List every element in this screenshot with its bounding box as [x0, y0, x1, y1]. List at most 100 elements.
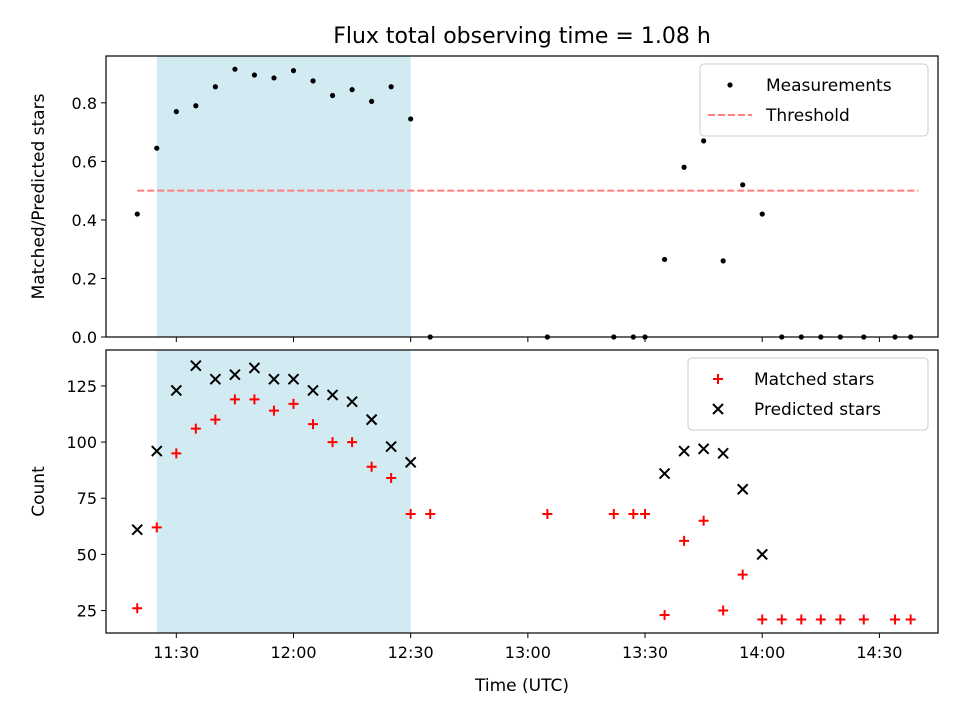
legend: Measurements Threshold [699, 63, 929, 137]
data-point [679, 535, 690, 546]
legend-box [687, 357, 929, 431]
data-point [134, 211, 140, 217]
data-point [756, 548, 768, 561]
y-tick-label: 125 [66, 377, 97, 396]
data-point [386, 473, 397, 484]
data-point [366, 461, 377, 472]
data-point [905, 614, 916, 625]
data-point [736, 483, 749, 495]
y-axis-label: Matched/Predicted stars [29, 93, 49, 299]
data-point [697, 443, 710, 455]
data-point [190, 360, 202, 372]
data-point [369, 98, 375, 104]
legend-label: Matched stars [754, 370, 874, 390]
data-point [268, 405, 279, 416]
data-point [288, 398, 299, 409]
data-point [349, 87, 355, 93]
legend-label: Predicted stars [754, 400, 881, 420]
data-point [346, 395, 358, 408]
data-point [815, 614, 826, 625]
data-point [307, 384, 319, 397]
data-point [209, 373, 222, 385]
chart-title: Flux total observing time = 1.08 h [333, 24, 711, 49]
data-point [757, 614, 768, 625]
data-point [287, 373, 300, 385]
x-tick-label: 14:00 [739, 643, 785, 662]
y-tick-label: 0.8 [72, 94, 97, 113]
data-point [308, 419, 319, 430]
x-tick-label: 12:30 [388, 643, 434, 662]
data-point [858, 614, 869, 625]
y-tick-label: 100 [66, 433, 97, 452]
y-tick-label: 0.0 [72, 328, 97, 347]
data-point [890, 614, 901, 625]
data-point [628, 508, 639, 519]
data-point [681, 164, 687, 170]
data-point [425, 508, 436, 519]
data-point [365, 413, 378, 426]
data-point [835, 614, 846, 625]
data-point [329, 92, 336, 99]
legend-label: Threshold [765, 106, 850, 126]
data-point [154, 145, 160, 151]
data-point [385, 440, 397, 453]
data-point [327, 437, 338, 448]
x-tick-label: 13:30 [622, 643, 668, 662]
data-point [229, 394, 240, 405]
data-point [640, 508, 651, 519]
data-point [759, 211, 765, 217]
data-point [249, 394, 260, 405]
series-predicted-stars [131, 360, 768, 561]
data-point [542, 508, 553, 519]
axes-frame [105, 55, 939, 338]
legend: Matched stars Predicted stars [687, 357, 929, 431]
axes-frame [105, 349, 939, 634]
data-point [190, 423, 201, 434]
data-point [659, 610, 670, 621]
legend-swatch [727, 82, 733, 88]
x-tick-label: 14:30 [856, 643, 902, 662]
data-point [796, 614, 807, 625]
y-tick-label: 0.6 [72, 152, 97, 171]
legend-swatch [712, 403, 724, 415]
data-point [132, 603, 143, 614]
data-point [290, 68, 297, 74]
observing-span-shade [156, 350, 411, 633]
data-point [737, 569, 748, 580]
data-point [701, 138, 707, 144]
data-point [404, 456, 417, 469]
top-panel: 0.0 0.2 0.4 0.6 0.8 Matched/Predicted stars Me… [29, 55, 939, 347]
data-point [661, 256, 668, 263]
data-point [718, 605, 729, 616]
legend-swatch [713, 374, 723, 384]
x-tick-label: 13:00 [505, 643, 551, 662]
data-point [310, 78, 316, 84]
data-point [173, 109, 179, 115]
data-point [170, 384, 183, 397]
observing-span-shade [156, 56, 411, 337]
data-point [212, 84, 218, 90]
data-point [229, 368, 241, 381]
y-tick-label: 25 [77, 602, 97, 621]
x-axis-label: Time (UTC) [474, 676, 569, 696]
data-point [251, 72, 258, 78]
data-point [776, 614, 787, 625]
x-tick-label: 11:30 [153, 643, 199, 662]
x-tick-label: 12:00 [270, 643, 316, 662]
data-point [405, 508, 416, 519]
data-point [698, 515, 709, 526]
y-tick-label: 50 [77, 545, 97, 564]
data-point [271, 75, 277, 81]
legend-box [699, 63, 929, 137]
data-point [268, 373, 280, 385]
data-point [720, 258, 726, 264]
y-tick-label: 0.2 [72, 269, 97, 288]
legend-label: Measurements [766, 76, 892, 96]
data-point [717, 447, 729, 460]
data-point [232, 66, 238, 72]
data-point [408, 116, 414, 122]
data-point [151, 445, 163, 457]
data-point [658, 467, 671, 480]
data-point [171, 448, 182, 459]
